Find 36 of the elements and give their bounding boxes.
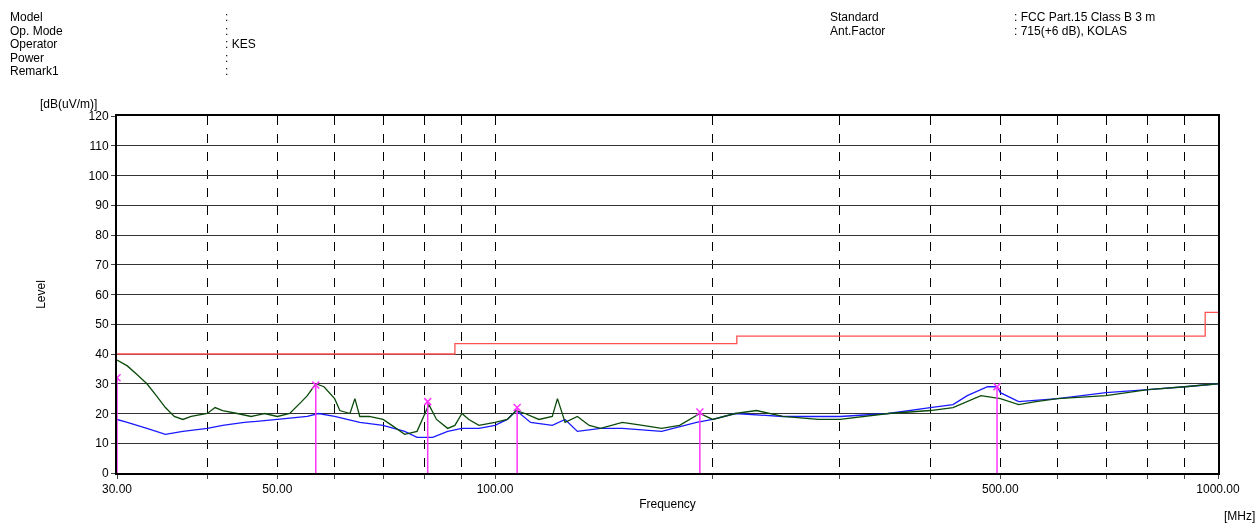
y-tick-label: 50: [95, 317, 109, 332]
x-tick-label: 1000.00: [1196, 482, 1241, 497]
text: [MHz]: [1224, 509, 1256, 523]
text: :: [225, 24, 229, 38]
x-tick-label: 500.00: [982, 482, 1020, 497]
text: Operator: [10, 37, 58, 51]
x-axis-title: Frequency: [639, 496, 696, 511]
x-tick-label: 30.00: [101, 482, 133, 497]
text: Ant.Factor: [830, 24, 886, 38]
y-tick-label: 120: [88, 109, 109, 124]
y-tick-label: 100: [88, 168, 109, 183]
text: : 715(+6 dB), KOLAS: [1014, 24, 1128, 38]
y-tick-label: 110: [89, 138, 109, 153]
text: Remark1: [10, 64, 60, 78]
y-tick-label: 90: [95, 198, 109, 213]
y-tick-label: 20: [95, 406, 109, 421]
text: Model: [10, 10, 43, 24]
y-tick-label: 80: [95, 228, 109, 243]
x-tick-label: 50.00: [262, 482, 293, 497]
y-axis-title: Level: [34, 280, 49, 309]
text: :: [225, 51, 229, 65]
text: Op. Mode: [10, 24, 64, 38]
y-tick-label: 70: [95, 257, 109, 272]
text: : KES: [225, 37, 256, 51]
text: :: [225, 64, 229, 78]
text: :: [225, 10, 229, 24]
y-tick-label: 0: [101, 466, 109, 481]
text: Standard: [830, 10, 879, 24]
y-tick-label: 10: [95, 436, 109, 451]
x-tick-label: 100.00: [476, 482, 514, 497]
y-tick-label: 60: [95, 287, 109, 302]
y-tick-label: 30: [95, 376, 109, 391]
text: Power: [10, 51, 45, 65]
y-tick-label: 40: [95, 347, 109, 362]
text: [dB(uV/m)]: [40, 97, 98, 111]
text: : FCC Part.15 Class B 3 m: [1014, 10, 1156, 24]
